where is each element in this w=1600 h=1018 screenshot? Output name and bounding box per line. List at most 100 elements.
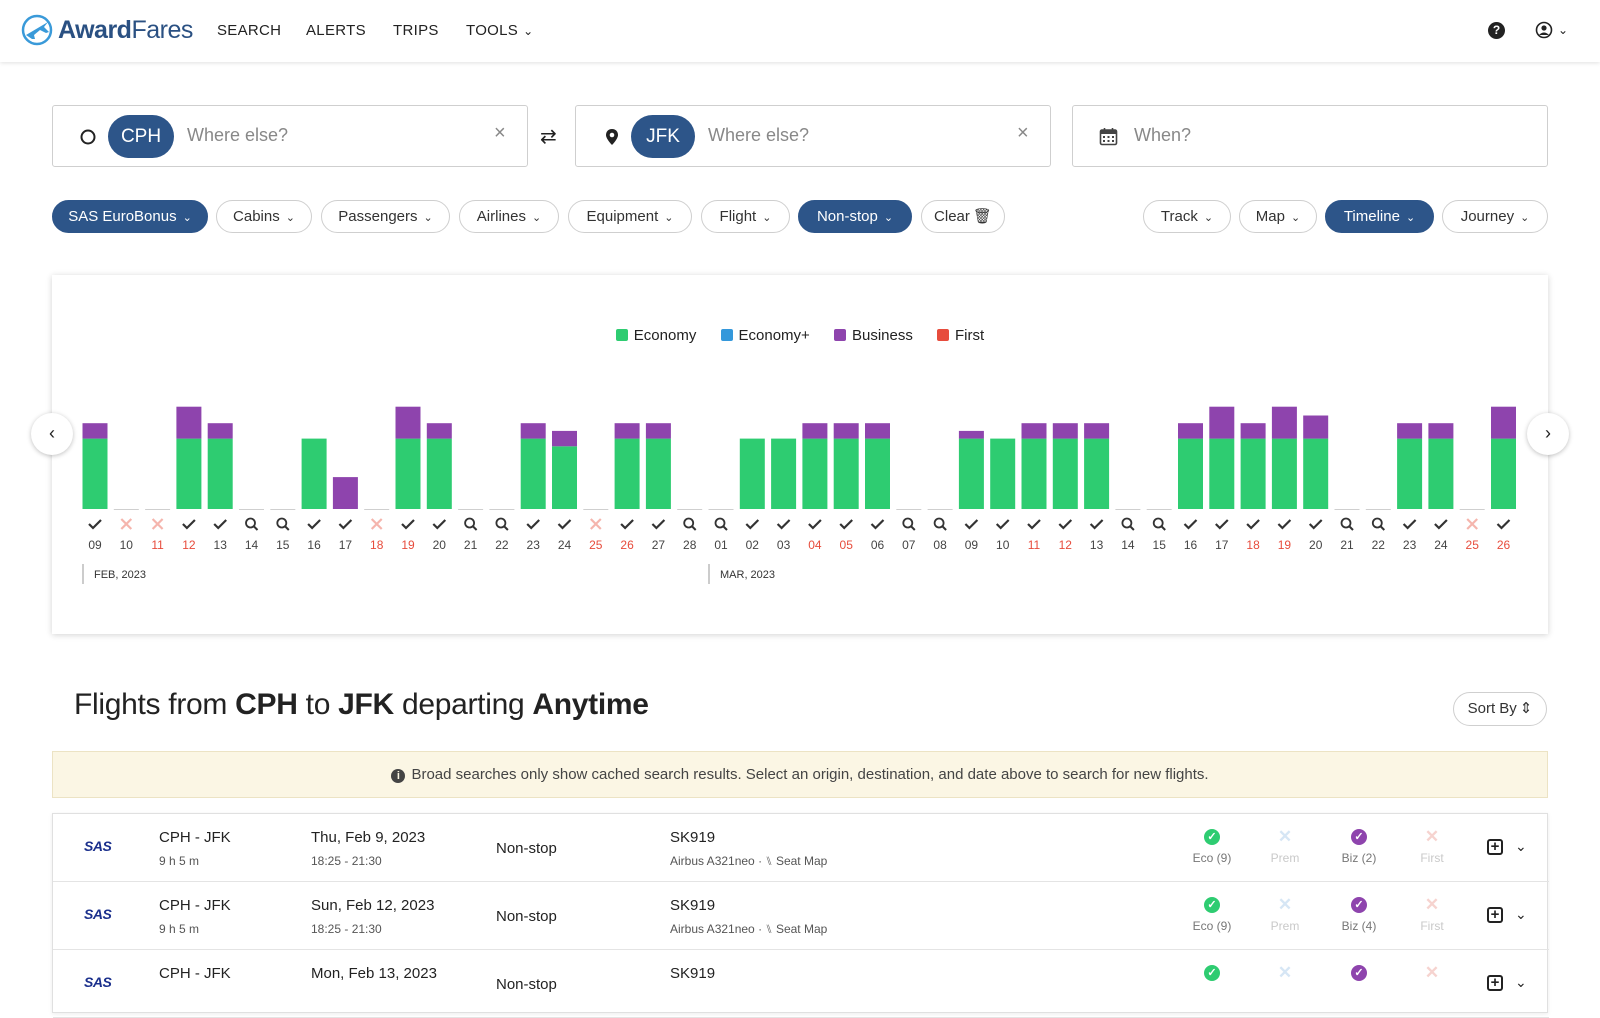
nav-search[interactable]: SEARCH [217, 22, 282, 39]
economy-bar[interactable] [426, 438, 452, 509]
economy-bar[interactable] [82, 438, 108, 509]
date-field[interactable]: When? [1072, 105, 1548, 167]
economy-bar[interactable] [395, 438, 421, 509]
economy-bar[interactable] [802, 438, 828, 509]
business-bar[interactable] [1491, 406, 1516, 439]
business-bar[interactable] [958, 430, 984, 439]
chevron-down-icon[interactable]: ⌄ [1515, 906, 1527, 922]
search-icon[interactable] [276, 517, 288, 529]
business-bar[interactable] [1178, 423, 1203, 439]
origin-chip[interactable]: CPH [108, 115, 174, 158]
economy-bar[interactable] [1271, 438, 1297, 509]
economy-bar[interactable] [1303, 438, 1329, 509]
sort-by-button[interactable]: Sort By ⇕ [1453, 692, 1547, 726]
search-icon[interactable] [1371, 517, 1383, 529]
economy-bar[interactable] [990, 438, 1016, 509]
business-bar[interactable] [865, 423, 890, 439]
economy-bar[interactable] [1052, 438, 1078, 509]
close-icon[interactable]: × [494, 122, 506, 144]
chart-next-button[interactable]: › [1527, 413, 1569, 455]
equipment-filter-pill[interactable]: Equipment ⌄ [568, 200, 692, 233]
business-bar[interactable] [207, 423, 233, 439]
business-bar[interactable] [552, 430, 577, 447]
view-journey-pill[interactable]: Journey ⌄ [1442, 200, 1548, 233]
economy-bar[interactable] [1397, 438, 1423, 509]
flight-filter-pill[interactable]: Flight ⌄ [701, 200, 790, 233]
close-icon[interactable]: × [1017, 122, 1029, 144]
date-input[interactable]: When? [1134, 125, 1192, 145]
cabin-economy[interactable]: ✓ [1177, 965, 1247, 981]
legend-economy-plus[interactable]: Economy+ [720, 327, 810, 344]
business-bar[interactable] [1397, 423, 1423, 439]
chart-prev-button[interactable]: ‹ [31, 413, 73, 455]
search-icon[interactable] [464, 517, 476, 529]
destination-chip[interactable]: JFK [631, 115, 695, 158]
origin-field[interactable]: CPH Where else? × [52, 105, 528, 167]
economy-bar[interactable] [958, 438, 984, 509]
business-bar[interactable] [1021, 423, 1047, 439]
search-icon[interactable] [495, 517, 507, 529]
search-icon[interactable] [902, 517, 914, 529]
economy-bar[interactable] [739, 438, 765, 509]
program-filter-pill[interactable]: SAS EuroBonus ⌄ [52, 200, 208, 233]
destination-input[interactable]: Where else? [708, 125, 810, 145]
business-bar[interactable] [1428, 423, 1454, 439]
business-bar[interactable] [176, 406, 202, 439]
business-bar[interactable] [833, 423, 859, 439]
chevron-down-icon[interactable]: ⌄ [1515, 974, 1527, 990]
search-icon[interactable] [1152, 517, 1164, 529]
view-timeline-pill[interactable]: Timeline ⌄ [1325, 200, 1434, 233]
business-bar[interactable] [614, 423, 640, 439]
nonstop-filter-pill[interactable]: Non-stop ⌄ [798, 200, 912, 233]
user-account-icon[interactable] [1535, 21, 1553, 39]
economy-bar[interactable] [1178, 438, 1203, 509]
cabin-economy[interactable]: ✓ Eco (9) [1177, 829, 1247, 865]
passengers-filter-pill[interactable]: Passengers ⌄ [321, 200, 450, 233]
search-icon[interactable] [245, 517, 256, 529]
swap-icon[interactable]: ⇄ [540, 126, 557, 148]
economy-bar[interactable] [1491, 438, 1516, 509]
destination-field[interactable]: JFK Where else? × [575, 105, 1051, 167]
business-bar[interactable] [82, 423, 108, 439]
nav-alerts[interactable]: ALERTS [306, 22, 366, 39]
economy-bar[interactable] [771, 438, 797, 509]
business-bar[interactable] [395, 406, 421, 439]
add-plus-icon[interactable]: + [1487, 907, 1503, 923]
add-plus-icon[interactable]: + [1487, 975, 1503, 991]
flight-row[interactable]: SAS CPH - JFK Mon, Feb 13, 2023 Non-stop… [53, 950, 1549, 1018]
business-bar[interactable] [332, 477, 358, 509]
economy-bar[interactable] [1084, 438, 1110, 509]
economy-bar[interactable] [1209, 438, 1235, 509]
view-track-pill[interactable]: Track ⌄ [1143, 200, 1231, 233]
flight-row[interactable]: SAS CPH - JFK 9 h 5 m Sun, Feb 12, 2023 … [53, 882, 1549, 950]
flight-row[interactable]: SAS CPH - JFK 9 h 5 m Thu, Feb 9, 2023 1… [53, 814, 1549, 882]
cabins-filter-pill[interactable]: Cabins ⌄ [216, 200, 312, 233]
legend-business[interactable]: Business [833, 327, 913, 344]
business-bar[interactable] [520, 423, 546, 439]
airlines-filter-pill[interactable]: Airlines ⌄ [459, 200, 559, 233]
economy-bar[interactable] [1428, 438, 1454, 509]
view-map-pill[interactable]: Map ⌄ [1239, 200, 1317, 233]
economy-bar[interactable] [176, 438, 202, 509]
business-bar[interactable] [1240, 423, 1266, 439]
search-icon[interactable] [933, 517, 945, 529]
economy-bar[interactable] [645, 438, 671, 509]
search-icon[interactable] [683, 517, 695, 529]
business-bar[interactable] [1084, 423, 1110, 439]
economy-bar[interactable] [1240, 438, 1266, 509]
chevron-down-icon[interactable]: ⌄ [1515, 838, 1527, 854]
origin-input[interactable]: Where else? [187, 125, 289, 145]
business-bar[interactable] [426, 423, 452, 439]
economy-bar[interactable] [833, 438, 859, 509]
seat-map-link[interactable]: Seat Map [775, 854, 828, 868]
legend-first[interactable]: First [937, 327, 984, 344]
cabin-business[interactable]: ✓ Biz (4) [1324, 897, 1394, 933]
business-bar[interactable] [1271, 406, 1297, 439]
search-icon[interactable] [1340, 517, 1352, 529]
business-bar[interactable] [645, 423, 671, 439]
economy-bar[interactable] [614, 438, 640, 509]
economy-bar[interactable] [301, 438, 327, 509]
business-bar[interactable] [802, 423, 828, 439]
add-plus-icon[interactable]: + [1487, 839, 1503, 855]
economy-bar[interactable] [520, 438, 546, 509]
